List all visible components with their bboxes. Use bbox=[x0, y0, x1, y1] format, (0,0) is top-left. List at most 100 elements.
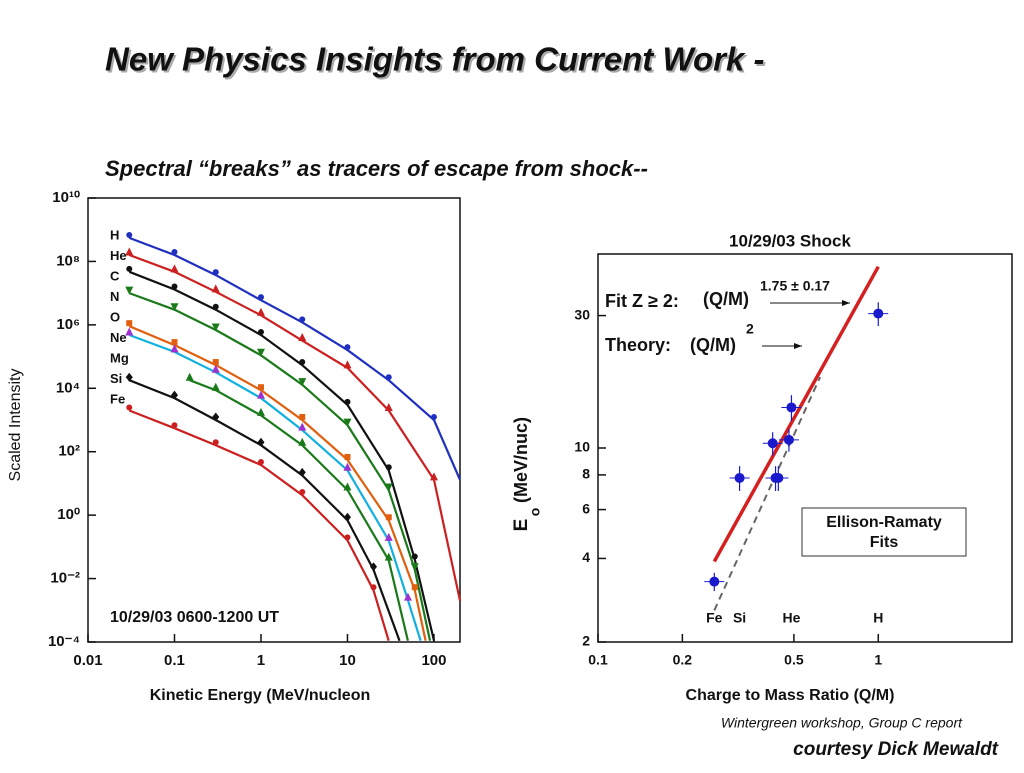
legend-label: Ne bbox=[110, 330, 127, 345]
data-point bbox=[257, 294, 264, 301]
series-line bbox=[128, 333, 422, 642]
legend-label: He bbox=[110, 248, 127, 263]
data-point bbox=[430, 414, 437, 420]
y-tick-label: 10⁻² bbox=[50, 570, 80, 587]
data-point bbox=[257, 328, 264, 335]
data-point bbox=[170, 390, 178, 400]
data-point bbox=[411, 584, 418, 591]
data-point bbox=[126, 231, 133, 238]
fit-exponent: 1.75 ± 0.17 bbox=[760, 278, 830, 294]
y-tick-label: 30 bbox=[574, 306, 590, 322]
box-text: Fits bbox=[870, 534, 899, 551]
y-axis-label-subscript: o bbox=[527, 508, 543, 517]
title-shadow: New Physics Insights from Current Work - bbox=[107, 43, 767, 80]
data-point bbox=[256, 307, 265, 316]
y-axis-units: (MeV/nuc) bbox=[511, 417, 531, 503]
point-label: H bbox=[873, 610, 883, 626]
data-point bbox=[344, 453, 351, 460]
data-point bbox=[299, 489, 306, 496]
data-point bbox=[125, 372, 133, 382]
data-point bbox=[212, 439, 219, 446]
theory-formula: (Q/M) bbox=[690, 335, 736, 355]
data-point bbox=[211, 284, 220, 293]
data-point bbox=[257, 459, 264, 466]
data-point bbox=[125, 247, 134, 256]
data-point bbox=[171, 283, 178, 290]
data-point bbox=[211, 323, 220, 332]
data-point bbox=[170, 303, 179, 312]
y-tick-label: 10⁻⁴ bbox=[48, 633, 80, 650]
y-tick-label: 2 bbox=[582, 633, 590, 649]
data-point bbox=[298, 422, 307, 431]
data-point bbox=[212, 303, 219, 310]
data-point bbox=[171, 422, 178, 429]
data-point bbox=[773, 472, 784, 483]
data-point bbox=[298, 437, 307, 446]
data-point bbox=[344, 398, 351, 405]
legend-label: N bbox=[110, 289, 119, 304]
data-point bbox=[299, 316, 306, 323]
data-point bbox=[256, 348, 265, 357]
data-point bbox=[873, 308, 884, 319]
data-point bbox=[299, 359, 306, 366]
left-plot-frame bbox=[87, 197, 461, 643]
footer-note: Wintergreen workshop, Group C report bbox=[721, 715, 963, 731]
data-point bbox=[343, 482, 352, 491]
right-plot-frame bbox=[597, 253, 1013, 643]
data-point bbox=[212, 269, 219, 276]
x-tick-label: 10 bbox=[339, 652, 356, 669]
x-tick-label: 0.5 bbox=[784, 652, 804, 668]
x-tick-label: 0.1 bbox=[588, 652, 608, 668]
annotation: 10/29/03 0600-1200 UT bbox=[110, 609, 279, 626]
x-tick-label: 0.1 bbox=[164, 652, 185, 669]
data-point bbox=[171, 248, 178, 255]
data-point bbox=[212, 412, 220, 422]
data-point bbox=[384, 483, 393, 492]
data-point bbox=[370, 584, 377, 591]
chart-title: 10/29/03 Shock bbox=[729, 231, 851, 250]
legend-label: Mg bbox=[110, 350, 129, 365]
point-label: Fe bbox=[706, 610, 723, 626]
legend-label: Si bbox=[110, 371, 122, 386]
data-point bbox=[257, 437, 265, 447]
data-point bbox=[343, 418, 352, 427]
fit-line bbox=[712, 265, 880, 563]
data-point bbox=[212, 359, 219, 366]
series-line bbox=[128, 253, 462, 601]
data-point bbox=[385, 374, 392, 381]
data-point bbox=[403, 592, 412, 601]
data-point bbox=[384, 552, 393, 561]
series-line bbox=[128, 409, 390, 642]
data-point bbox=[125, 286, 134, 295]
data-point bbox=[125, 327, 134, 336]
y-tick-label: 6 bbox=[582, 500, 590, 516]
data-point bbox=[343, 512, 351, 522]
data-point bbox=[298, 467, 306, 477]
data-point bbox=[299, 414, 306, 420]
y-tick-label: 10⁸ bbox=[56, 252, 80, 269]
data-point bbox=[343, 360, 352, 369]
theory-label: Theory: bbox=[605, 335, 671, 355]
y-tick-label: 10 bbox=[574, 439, 590, 455]
data-point bbox=[370, 562, 378, 572]
x-tick-label: 100 bbox=[421, 652, 446, 669]
data-point bbox=[185, 372, 194, 381]
y-tick-label: 10² bbox=[58, 443, 80, 460]
x-axis-label: Charge to Mass Ratio (Q/M) bbox=[686, 687, 895, 704]
data-point bbox=[344, 344, 351, 351]
point-label: Si bbox=[733, 610, 746, 626]
y-tick-label: 4 bbox=[582, 549, 590, 565]
box-text: Ellison-Ramaty bbox=[826, 514, 942, 531]
data-point bbox=[126, 404, 133, 411]
data-point bbox=[384, 532, 393, 541]
x-tick-label: 0.2 bbox=[673, 652, 693, 668]
legend-box bbox=[801, 507, 967, 557]
y-tick-label: 10⁴ bbox=[56, 379, 80, 396]
data-point bbox=[256, 407, 265, 416]
data-point bbox=[257, 384, 264, 391]
y-axis-label-group: E o (MeV/nuc) bbox=[511, 417, 543, 531]
data-point bbox=[298, 378, 307, 387]
data-point bbox=[211, 364, 220, 373]
